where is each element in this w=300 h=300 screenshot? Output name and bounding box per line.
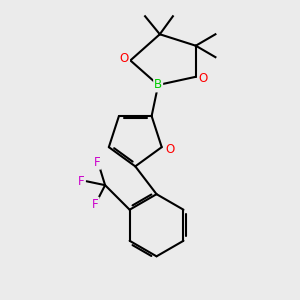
Text: F: F <box>94 156 100 169</box>
Text: O: O <box>198 72 208 85</box>
Text: O: O <box>165 143 175 156</box>
Text: F: F <box>78 175 85 188</box>
Text: B: B <box>154 79 162 92</box>
Text: F: F <box>92 198 99 211</box>
Text: O: O <box>120 52 129 65</box>
